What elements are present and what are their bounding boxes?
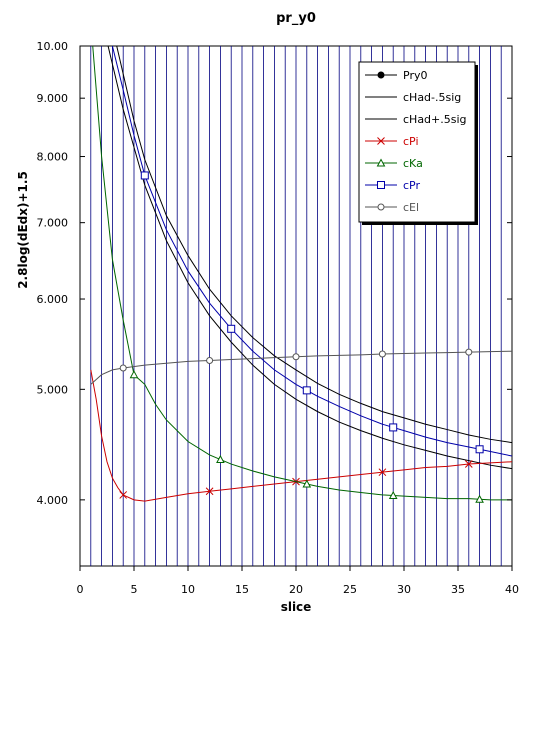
x-tick-label: 25 xyxy=(343,583,357,596)
legend-label: cHad+.5sig xyxy=(403,113,467,126)
x-axis: 0 5 10 15 20 25 30 35 40 xyxy=(77,566,519,596)
y-axis-label: 2.8log(dEdx)+1.5 xyxy=(16,171,30,289)
x-tick-label: 30 xyxy=(397,583,411,596)
legend-label: cEl xyxy=(403,201,419,214)
series-cPr xyxy=(111,46,512,457)
data-point xyxy=(389,423,398,432)
series-line xyxy=(92,46,512,501)
series-cKa xyxy=(92,46,512,503)
legend-label: cPi xyxy=(403,135,419,148)
y-tick-label: 8.000 xyxy=(37,151,69,164)
series-cHad+.5sig xyxy=(116,46,512,444)
x-tick-label: 10 xyxy=(181,583,195,596)
data-point xyxy=(302,479,312,488)
data-point xyxy=(216,454,225,463)
y-tick-label: 7.000 xyxy=(37,217,69,230)
series-line xyxy=(111,46,512,457)
y-tick-label: 9.000 xyxy=(37,92,69,105)
data-point xyxy=(227,324,236,333)
legend-label: Pry0 xyxy=(403,69,427,82)
chart-title: pr_y0 xyxy=(276,11,316,26)
data-point xyxy=(465,348,473,356)
x-tick-label: 40 xyxy=(505,583,519,596)
data-point xyxy=(302,386,311,395)
x-tick-label: 5 xyxy=(131,583,138,596)
data-point xyxy=(475,494,484,503)
legend-marker xyxy=(377,71,385,79)
x-tick-label: 0 xyxy=(77,583,84,596)
y-axis: 4.000 5.000 6.000 7.000 8.000 9.000 10.00 xyxy=(37,40,512,507)
series-cHad-.5sig xyxy=(107,46,512,470)
data-point xyxy=(475,445,484,454)
legend: Pry0 cHad-.5sig cHad+.5sig cPi cKa cPr cEl xyxy=(358,61,478,225)
data-point xyxy=(205,487,214,496)
legend-marker xyxy=(377,181,385,189)
series-cPi xyxy=(90,369,512,502)
data-point xyxy=(464,460,473,468)
x-tick-label: 35 xyxy=(451,583,465,596)
grid-lines xyxy=(90,46,502,566)
legend-marker xyxy=(377,137,385,145)
legend-box xyxy=(358,61,476,223)
y-tick-label: 4.000 xyxy=(37,494,69,507)
series-line xyxy=(90,369,512,502)
y-tick-label: 10.00 xyxy=(37,40,69,53)
series-line xyxy=(116,46,512,444)
legend-marker xyxy=(377,203,385,211)
data-point xyxy=(388,490,398,500)
legend-label: cHad-.5sig xyxy=(403,91,461,104)
series-layer xyxy=(90,46,512,503)
x-axis-label: slice xyxy=(281,600,312,614)
data-point xyxy=(378,468,387,477)
x-tick-label: 15 xyxy=(235,583,249,596)
data-point xyxy=(378,350,386,358)
y-tick-label: 5.000 xyxy=(37,383,69,396)
data-point xyxy=(140,171,149,180)
data-point xyxy=(292,353,300,361)
series-cEl xyxy=(90,348,512,385)
legend-marker xyxy=(376,158,386,167)
y-tick-label: 6.000 xyxy=(37,293,69,306)
data-point xyxy=(206,356,214,364)
x-tick-label: 20 xyxy=(289,583,303,596)
data-point xyxy=(129,370,139,379)
series-line xyxy=(90,350,512,385)
data-point xyxy=(119,491,128,499)
data-point xyxy=(119,364,127,372)
legend-label: cPr xyxy=(403,179,420,192)
legend-label: cKa xyxy=(403,157,423,170)
series-line xyxy=(107,46,512,470)
